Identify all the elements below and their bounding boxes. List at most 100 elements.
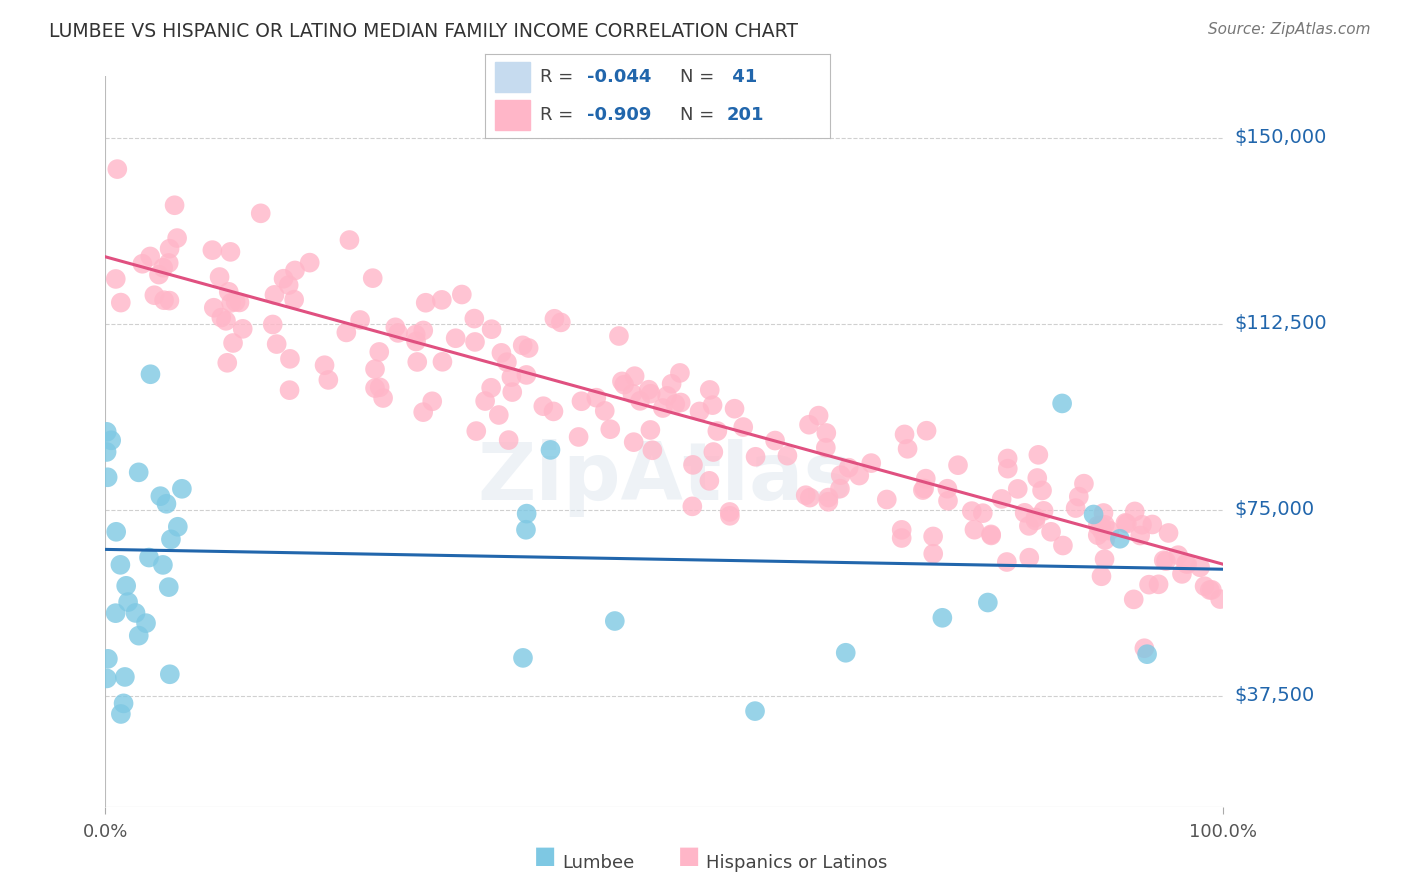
Point: [160, 533, 183, 547]
Point: [228, 295, 250, 310]
Text: -0.909: -0.909: [586, 105, 651, 123]
Point: [990, 491, 1012, 506]
Point: [550, 315, 572, 329]
Point: [481, 322, 503, 336]
Point: [201, 243, 224, 257]
Point: [1018, 519, 1040, 533]
Point: [699, 383, 721, 397]
Point: [568, 430, 591, 444]
Point: [432, 355, 454, 369]
Point: [1092, 506, 1115, 520]
Point: [585, 391, 607, 405]
Point: [170, 482, 193, 496]
Point: [209, 310, 232, 325]
Point: [931, 611, 953, 625]
Point: [339, 233, 361, 247]
Point: [1014, 506, 1036, 520]
Point: [682, 458, 704, 472]
Point: [922, 529, 945, 543]
Point: [1194, 579, 1216, 593]
Point: [444, 331, 467, 345]
Point: [718, 508, 741, 523]
Point: [371, 391, 394, 405]
Point: [1209, 592, 1232, 607]
Point: [980, 527, 1002, 541]
Point: [960, 504, 983, 518]
Point: [890, 531, 912, 545]
Point: [1024, 513, 1046, 527]
Point: [225, 294, 247, 309]
Text: Source: ZipAtlas.com: Source: ZipAtlas.com: [1208, 22, 1371, 37]
Point: [699, 474, 721, 488]
Point: [702, 398, 724, 412]
Point: [412, 323, 434, 337]
Point: [420, 394, 443, 409]
Point: [860, 456, 883, 470]
Point: [794, 488, 817, 502]
Point: [465, 424, 488, 438]
Text: N =: N =: [679, 105, 720, 123]
Point: [97, 470, 120, 484]
Point: [97, 652, 120, 666]
Point: [1090, 519, 1112, 533]
Point: [110, 295, 132, 310]
Point: [763, 434, 786, 448]
Point: [128, 629, 150, 643]
Bar: [495, 62, 530, 92]
Point: [96, 445, 118, 459]
Point: [543, 404, 565, 418]
Point: [215, 314, 238, 328]
Point: [1018, 550, 1040, 565]
Text: Hispanics or Latinos: Hispanics or Latinos: [706, 855, 887, 872]
Point: [571, 394, 593, 409]
Point: [155, 497, 177, 511]
Point: [1175, 557, 1198, 571]
Point: [131, 257, 153, 271]
Point: [128, 466, 150, 480]
Point: [1067, 490, 1090, 504]
Point: [157, 256, 180, 270]
Point: [946, 458, 969, 473]
Point: [284, 263, 307, 277]
Point: [498, 433, 520, 447]
Point: [1040, 524, 1063, 539]
Point: [1129, 528, 1152, 542]
Text: 201: 201: [725, 105, 763, 123]
Point: [463, 311, 485, 326]
Point: [96, 425, 118, 439]
Point: [1174, 557, 1197, 571]
Point: [1064, 501, 1087, 516]
Point: [298, 255, 321, 269]
Text: $75,000: $75,000: [1234, 500, 1315, 519]
Point: [1171, 566, 1194, 581]
Point: [277, 278, 299, 293]
Point: [387, 326, 409, 340]
Point: [623, 369, 645, 384]
Point: [621, 386, 644, 401]
Bar: [495, 100, 530, 130]
Point: [641, 443, 664, 458]
Text: LUMBEE VS HISPANIC OR LATINO MEDIAN FAMILY INCOME CORRELATION CHART: LUMBEE VS HISPANIC OR LATINO MEDIAN FAMI…: [49, 22, 799, 41]
Point: [517, 341, 540, 355]
Point: [1123, 504, 1146, 518]
Point: [491, 346, 513, 360]
Point: [1114, 516, 1136, 530]
Point: [1167, 548, 1189, 562]
Point: [718, 505, 741, 519]
Point: [515, 523, 537, 537]
Point: [607, 329, 630, 343]
Point: [278, 351, 301, 366]
Point: [1108, 532, 1130, 546]
Point: [479, 381, 502, 395]
Point: [702, 445, 724, 459]
Point: [1094, 552, 1116, 566]
Point: [744, 450, 766, 464]
Point: [776, 449, 799, 463]
Point: [1130, 517, 1153, 532]
Point: [219, 296, 242, 310]
Point: [995, 555, 1018, 569]
Text: R =: R =: [540, 69, 579, 87]
Point: [1137, 577, 1160, 591]
Point: [278, 383, 301, 397]
Point: [911, 483, 934, 497]
